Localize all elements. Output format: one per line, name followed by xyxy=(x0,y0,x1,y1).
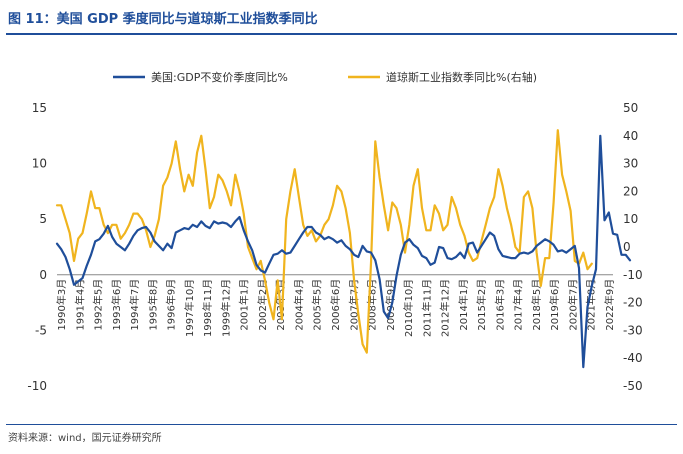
x-tick-label: 2004年4月 xyxy=(292,279,305,331)
legend-label: 美国:GDP不变价季度同比% xyxy=(151,70,288,84)
right-tick-label: 10 xyxy=(623,212,638,226)
x-tick-label: 2019年6月 xyxy=(548,279,561,331)
right-tick-label: 0 xyxy=(623,240,631,254)
right-tick-label: 50 xyxy=(623,101,638,115)
x-tick-label: 2018年5月 xyxy=(530,279,543,331)
right-tick-label: 30 xyxy=(623,157,638,171)
title-rule xyxy=(6,33,677,35)
right-tick-label: -50 xyxy=(623,379,643,393)
x-tick-label: 2011年11月 xyxy=(420,279,433,337)
source-note: 资料来源：wind，国元证券研究所 xyxy=(8,433,162,444)
x-tick-label: 2021年8月 xyxy=(585,279,598,331)
right-tick-label: 40 xyxy=(623,129,638,143)
right-axis-ticks: -50 -40 -30 -20 -10 0 10 20 30 40 50 xyxy=(623,101,643,393)
right-tick-label: 20 xyxy=(623,184,638,198)
right-tick-label: -40 xyxy=(623,351,643,365)
left-axis-ticks: -10 -5 0 5 10 15 xyxy=(27,101,47,393)
right-tick-label: -20 xyxy=(623,296,643,310)
x-tick-label: 2007年7月 xyxy=(347,279,360,331)
x-tick-label: 1997年10月 xyxy=(183,279,196,337)
x-tick-label: 2002年2月 xyxy=(256,279,269,331)
x-tick-label: 2017年4月 xyxy=(512,279,525,331)
left-tick-label: -5 xyxy=(35,323,47,337)
x-tick-label: 2014年1月 xyxy=(457,279,470,331)
x-tick-label: 2016年3月 xyxy=(493,279,506,331)
right-tick-label: -30 xyxy=(623,323,643,337)
bottom-rule xyxy=(6,424,677,425)
legend-label: 道琼斯工业指数季同比%(右轴) xyxy=(386,70,537,84)
left-tick-label: -10 xyxy=(27,379,47,393)
left-tick-label: 5 xyxy=(39,212,47,226)
us-gdp-yoy-line xyxy=(55,134,632,369)
series-lines xyxy=(55,129,632,369)
x-tick-label: 1990年3月 xyxy=(55,279,68,331)
x-tick-label: 2015年2月 xyxy=(475,279,488,331)
dow-jones-yoy-line xyxy=(55,129,593,354)
left-tick-label: 10 xyxy=(32,157,47,171)
x-tick-label: 2006年6月 xyxy=(329,279,342,331)
x-tick-label: 2010年10月 xyxy=(402,279,415,337)
x-tick-label: 2020年7月 xyxy=(566,279,579,331)
x-tick-label: 1995年8月 xyxy=(146,279,159,331)
x-tick-label: 1994年7月 xyxy=(128,279,141,331)
x-tick-label: 2022年9月 xyxy=(603,279,616,331)
x-tick-label: 1996年9月 xyxy=(165,279,178,331)
x-tick-label: 1992年5月 xyxy=(92,279,105,331)
legend: 美国:GDP不变价季度同比% 道琼斯工业指数季同比%(右轴) xyxy=(113,70,537,84)
x-tick-label: 2005年5月 xyxy=(311,279,324,331)
chart-title: 图 11：美国 GDP 季度同比与道琼斯工业指数季同比 xyxy=(8,12,318,27)
x-tick-label: 1998年11月 xyxy=(201,279,214,337)
x-tick-label: 2001年1月 xyxy=(238,279,251,331)
x-tick-label: 1993年6月 xyxy=(110,279,123,331)
x-tick-label: 1991年4月 xyxy=(73,279,86,331)
left-tick-label: 0 xyxy=(39,268,47,282)
left-tick-label: 15 xyxy=(32,101,47,115)
right-tick-label: -10 xyxy=(623,268,643,282)
x-tick-label: 2012年12月 xyxy=(439,279,452,337)
x-axis-ticks: 1990年3月 1991年4月 1992年5月 1993年6月 1994年7月 1995年… xyxy=(55,279,616,337)
x-tick-label: 1999年12月 xyxy=(219,279,232,337)
